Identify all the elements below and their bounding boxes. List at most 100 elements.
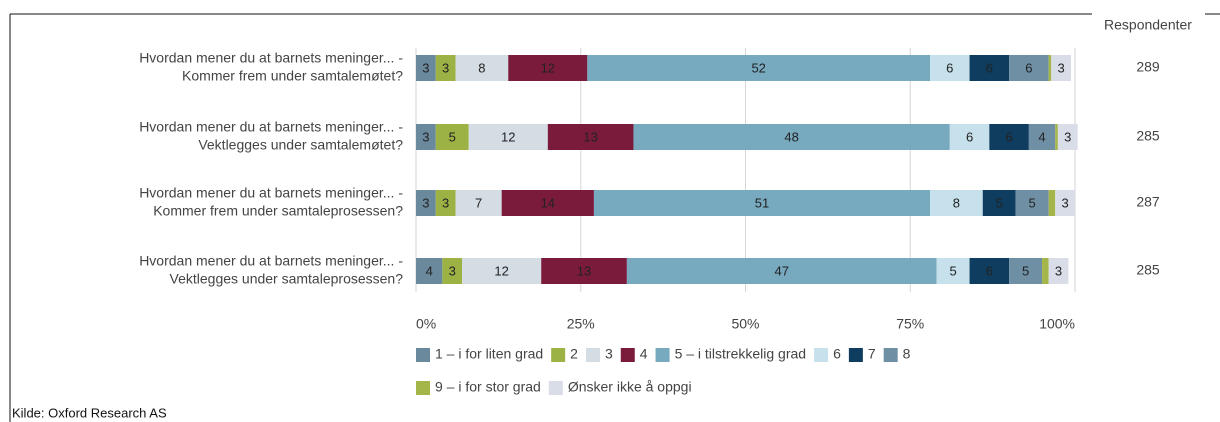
bar-value-label: 6	[986, 263, 993, 278]
bar-value-label: 5	[1029, 195, 1036, 210]
legend-swatch	[655, 348, 670, 362]
category-label: Hvordan mener du at barnets meninger... …	[139, 253, 403, 269]
legend-swatch	[548, 381, 563, 395]
legend-label: 7	[868, 346, 876, 362]
bar-value-label: 6	[1005, 129, 1012, 144]
respondents-value: 285	[1136, 128, 1160, 144]
respondents-value: 287	[1136, 194, 1160, 210]
bar-segment	[1042, 258, 1049, 284]
bar-segment	[462, 258, 542, 284]
x-tick-label: 25%	[567, 316, 595, 332]
category-label: Hvordan mener du at barnets meninger... …	[139, 185, 403, 201]
bar-value-label: 3	[1061, 195, 1068, 210]
bar-value-label: 8	[478, 60, 485, 75]
category-label: Hvordan mener du at barnets meninger... …	[139, 119, 403, 135]
legend-swatch	[416, 348, 430, 362]
x-tick-label: 100%	[1039, 316, 1075, 332]
category-label: Vektlegges under samtalemøtet?	[198, 137, 403, 153]
bar-segment	[1055, 190, 1075, 216]
x-tick-label: 0%	[416, 316, 436, 332]
bar-value-label: 5	[996, 195, 1003, 210]
bar-segment	[1048, 55, 1052, 81]
bar-value-label: 3	[1064, 129, 1071, 144]
bar-value-label: 12	[541, 60, 555, 75]
bar-segment	[435, 124, 469, 150]
bar-segment	[547, 124, 634, 150]
bar-value-label: 3	[422, 129, 429, 144]
bar-segment	[989, 124, 1029, 150]
bar-segment	[1048, 258, 1069, 284]
bar-segment	[969, 258, 1010, 284]
bar-segment	[416, 55, 436, 81]
bar-segment	[1055, 124, 1058, 150]
legend-swatch	[848, 348, 863, 362]
bar-value-label: 7	[475, 195, 482, 210]
category-label: Kommer frem under samtaleprosessen?	[153, 203, 403, 219]
bar-value-label: 12	[501, 129, 515, 144]
legend-label: 3	[605, 346, 613, 362]
bar-segment	[416, 190, 436, 216]
bar-value-label: 3	[422, 195, 429, 210]
bar-value-label: 4	[1038, 129, 1045, 144]
bar-segment	[508, 55, 588, 81]
bar-segment	[633, 124, 950, 150]
bar-value-label: 52	[751, 60, 765, 75]
bar-segment	[1009, 258, 1043, 284]
bar-segment	[442, 258, 463, 284]
legend-label: 2	[570, 346, 578, 362]
bar-segment	[1028, 124, 1056, 150]
bar-value-label: 13	[577, 263, 591, 278]
legend-swatch	[585, 348, 600, 362]
bar-segment	[930, 190, 983, 216]
bar-segment	[626, 258, 937, 284]
bar-value-label: 3	[442, 195, 449, 210]
bar-value-label: 3	[442, 60, 449, 75]
bar-value-label: 5	[949, 263, 956, 278]
bar-segment	[416, 124, 436, 150]
legend-label: 6	[833, 346, 841, 362]
bar-segment	[501, 190, 594, 216]
bar-segment	[435, 55, 456, 81]
legend-swatch	[883, 348, 898, 362]
bar-segment	[455, 190, 502, 216]
bar-value-label: 8	[953, 195, 960, 210]
legend-label: 8	[903, 346, 911, 362]
bar-value-label: 13	[583, 129, 597, 144]
bar-segment	[936, 258, 970, 284]
bar-segment	[435, 190, 456, 216]
bar-segment	[455, 55, 509, 81]
x-tick-label: 75%	[896, 316, 924, 332]
bar-segment	[930, 55, 970, 81]
category-label: Hvordan mener du at barnets meninger... …	[139, 50, 403, 66]
bar-segment	[468, 124, 548, 150]
bar-value-label: 6	[946, 60, 953, 75]
bar-segment	[949, 124, 990, 150]
bar-value-label: 3	[1055, 263, 1062, 278]
respondents-value: 285	[1136, 262, 1160, 278]
bar-segment	[1048, 190, 1056, 216]
bar-value-label: 3	[422, 60, 429, 75]
legend-label: 5 – i tilstrekkelig grad	[675, 346, 807, 362]
category-label: Vektlegges under samtaleprosessen?	[170, 271, 404, 287]
legend-swatch	[416, 381, 430, 395]
legend-label: 4	[640, 346, 648, 362]
respondents-title: Respondenter	[1104, 17, 1192, 33]
legend-label: Ønsker ikke å oppgi	[568, 379, 692, 395]
bar-value-label: 3	[1058, 60, 1065, 75]
x-tick-label: 50%	[731, 316, 759, 332]
legend-label: 9 – i for stor grad	[435, 379, 541, 395]
legend-swatch	[814, 348, 829, 362]
bar-value-label: 48	[784, 129, 798, 144]
bar-value-label: 4	[426, 263, 433, 278]
bar-segment	[541, 258, 627, 284]
bar-segment	[416, 258, 443, 284]
bar-value-label: 5	[1022, 263, 1029, 278]
legend-label: 1 – i for liten grad	[435, 346, 543, 362]
legend-swatch	[620, 348, 635, 362]
bar-segment	[1009, 55, 1049, 81]
respondents-value: 289	[1136, 59, 1160, 75]
source: Kilde: Oxford Research AS	[12, 405, 167, 420]
bar-segment	[593, 190, 931, 216]
bar-value-label: 3	[449, 263, 456, 278]
